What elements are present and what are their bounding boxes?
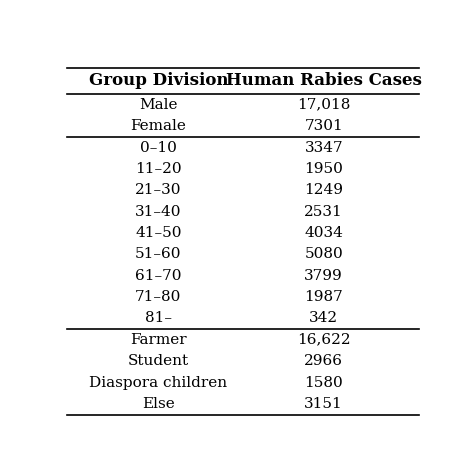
Text: 2531: 2531	[304, 205, 343, 219]
Text: 1987: 1987	[304, 290, 343, 304]
Text: 21–30: 21–30	[135, 183, 182, 197]
Text: 0–10: 0–10	[140, 140, 177, 155]
Text: 3347: 3347	[304, 140, 343, 155]
Text: Diaspora children: Diaspora children	[90, 375, 228, 390]
Text: 1580: 1580	[304, 375, 343, 390]
Text: 16,622: 16,622	[297, 333, 351, 347]
Text: Female: Female	[130, 119, 186, 133]
Text: Male: Male	[139, 98, 178, 112]
Text: Farmer: Farmer	[130, 333, 187, 347]
Text: 81–: 81–	[145, 311, 172, 326]
Text: 51–60: 51–60	[135, 247, 182, 261]
Text: Human Rabies Cases: Human Rabies Cases	[226, 73, 422, 90]
Text: 17,018: 17,018	[297, 98, 350, 112]
Text: 61–70: 61–70	[135, 269, 182, 283]
Text: 1249: 1249	[304, 183, 343, 197]
Text: 2966: 2966	[304, 354, 343, 368]
Text: Else: Else	[142, 397, 175, 411]
Text: 7301: 7301	[304, 119, 343, 133]
Text: 5080: 5080	[304, 247, 343, 261]
Text: Group Division: Group Division	[89, 73, 228, 90]
Text: 11–20: 11–20	[135, 162, 182, 176]
Text: Student: Student	[128, 354, 189, 368]
Text: 342: 342	[309, 311, 338, 326]
Text: 1950: 1950	[304, 162, 343, 176]
Text: 41–50: 41–50	[135, 226, 182, 240]
Text: 3151: 3151	[304, 397, 343, 411]
Text: 31–40: 31–40	[135, 205, 182, 219]
Text: 3799: 3799	[304, 269, 343, 283]
Text: 71–80: 71–80	[135, 290, 182, 304]
Text: 4034: 4034	[304, 226, 343, 240]
